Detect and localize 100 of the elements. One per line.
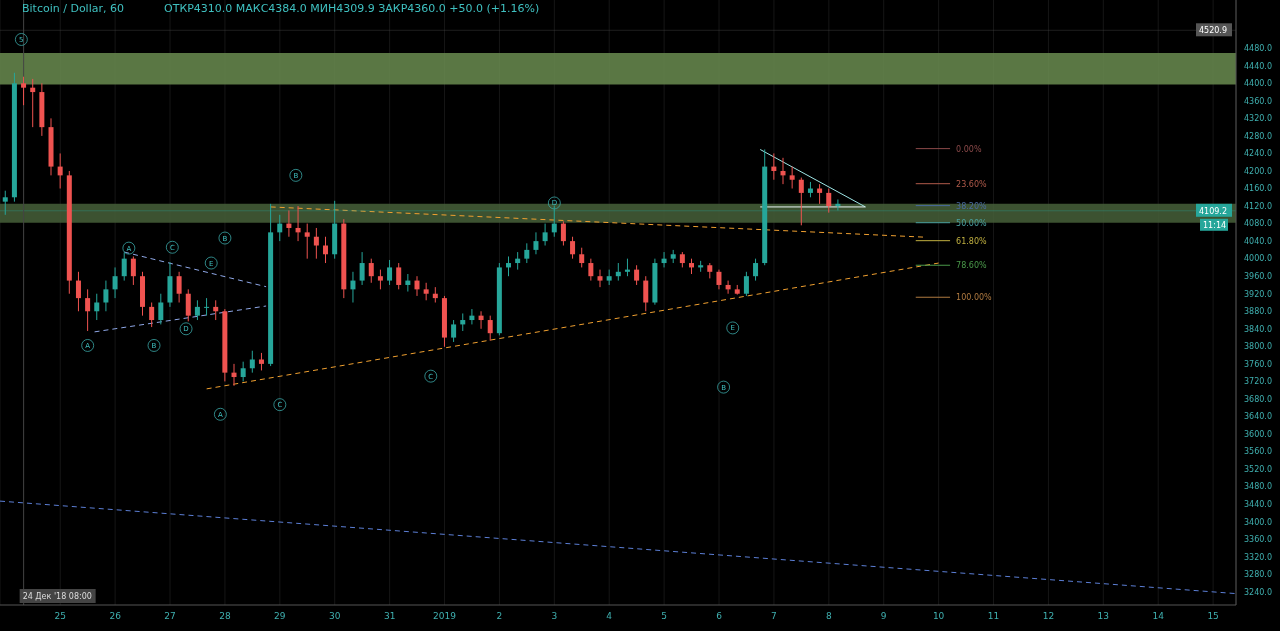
x-tick-label: 27 — [164, 611, 176, 622]
y-tick-label: 4440.0 — [1244, 61, 1272, 71]
candlestick — [533, 231, 539, 255]
candlestick — [743, 271, 749, 297]
x-tick-label: 2019 — [433, 611, 457, 622]
candlestick — [817, 183, 823, 205]
candlestick — [396, 262, 402, 290]
y-tick-label: 3520.0 — [1244, 464, 1272, 474]
candlestick — [231, 363, 237, 387]
y-tick-label: 3240.0 — [1244, 587, 1272, 597]
candlestick — [103, 280, 109, 312]
series-label: 23.60% — [956, 179, 987, 189]
candlestick — [130, 255, 136, 286]
x-tick-label: 25 — [54, 611, 66, 622]
candlestick — [240, 361, 246, 382]
candlestick — [112, 266, 118, 299]
x-tick-label: 31 — [383, 611, 396, 622]
x-tick-label: 8 — [825, 611, 832, 622]
candlestick — [560, 220, 566, 247]
y-tick-label: 3800.0 — [1244, 342, 1272, 352]
x-tick-label: 7 — [771, 611, 777, 622]
x-tick-label: 6 — [716, 611, 723, 622]
y-tick-label: 4240.0 — [1244, 149, 1272, 159]
x-tick-label: 15 — [1207, 611, 1219, 622]
candlestick — [826, 188, 832, 214]
candlestick — [304, 223, 310, 260]
candlestick — [286, 209, 292, 238]
x-tick-label: 26 — [109, 611, 122, 622]
y-tick-label: 4120.0 — [1244, 201, 1272, 211]
y-tick-label: 4400.0 — [1244, 79, 1272, 89]
y-tick-label: 4480.0 — [1244, 44, 1272, 54]
candlestick — [350, 271, 356, 303]
candlestick — [30, 78, 36, 128]
y-tick-label: 3960.0 — [1244, 272, 1272, 282]
candlestick — [277, 214, 283, 242]
y-tick-label: 4360.0 — [1244, 96, 1272, 106]
y-tick-label: 4080.0 — [1244, 219, 1272, 229]
x-tick-label: 30 — [329, 611, 341, 622]
x-tick-label: 29 — [274, 611, 286, 622]
y-tick-label: 3480.0 — [1244, 482, 1272, 492]
y-tick-label: 3840.0 — [1244, 324, 1272, 334]
y-tick-label: 4160.0 — [1244, 184, 1272, 194]
candlestick — [725, 280, 731, 295]
ref-line-label: 4109.2 — [1199, 206, 1227, 216]
candlestick — [377, 269, 383, 290]
y-tick-label: 3360.0 — [1244, 535, 1272, 545]
candlestick — [789, 166, 795, 190]
candlestick — [634, 264, 640, 286]
candlestick — [149, 302, 155, 328]
y-tick-label: 4280.0 — [1244, 131, 1272, 141]
candlestick — [368, 258, 374, 284]
x-tick-label: 4 — [606, 611, 613, 622]
x-tick-label: 10 — [932, 611, 945, 622]
y-tick-label: 3680.0 — [1244, 394, 1272, 404]
candlestick — [643, 275, 649, 312]
y-tick-label: 4000.0 — [1244, 254, 1272, 264]
candlestick — [753, 258, 759, 282]
candlestick — [588, 258, 594, 282]
candlestick — [295, 205, 301, 242]
candlestick — [771, 152, 777, 181]
candlestick — [414, 275, 420, 297]
candlestick — [75, 271, 81, 312]
x-tick-label: 28 — [219, 611, 231, 622]
y-tick-label: 3720.0 — [1244, 377, 1272, 387]
series-label: 50.00% — [956, 218, 987, 228]
series-label: 0.00% — [956, 144, 982, 154]
candlestick — [798, 177, 804, 226]
x-tick-label: 2 — [496, 611, 503, 622]
candlestick — [94, 293, 100, 321]
candlestick — [249, 350, 255, 374]
candlestick — [176, 271, 182, 303]
candlestick — [835, 198, 841, 211]
candlestick — [85, 288, 91, 332]
x-tick-label: 13 — [1097, 611, 1110, 622]
series-label: 100.00% — [956, 293, 993, 303]
y-tick-label: 3400.0 — [1244, 517, 1272, 527]
candlestick — [570, 236, 576, 260]
candlestick — [597, 269, 603, 288]
series-label: 78.60% — [956, 261, 987, 271]
candlestick — [780, 157, 786, 185]
y-tick-label: 3440.0 — [1244, 500, 1272, 510]
y-tick-label: 4040.0 — [1244, 236, 1272, 246]
candlestick — [359, 251, 365, 286]
chart-subtitle: ОТКР4310.0 МАКС4384.0 МИН4309.9 ЗАКР4360.0 +50.0 (+1.16%) — [164, 2, 540, 15]
candlestick — [323, 236, 329, 264]
candlestick — [506, 255, 512, 277]
x-tick-label: 12 — [1042, 611, 1055, 622]
x-tick-label: 9 — [880, 611, 887, 622]
x-tick-label: 5 — [661, 611, 667, 622]
candlestick — [387, 259, 393, 286]
candlestick — [478, 310, 484, 330]
candlestick — [451, 319, 457, 343]
y-tick-label: 3600.0 — [1244, 429, 1272, 439]
candlestick — [716, 269, 722, 290]
candlestick — [551, 205, 557, 238]
candlestick — [57, 152, 63, 190]
candlestick — [579, 247, 585, 268]
candlestick — [405, 273, 411, 293]
ref-line-label: 24 Дек '18 08:00 — [22, 592, 92, 601]
x-tick-label: 3 — [551, 611, 558, 622]
